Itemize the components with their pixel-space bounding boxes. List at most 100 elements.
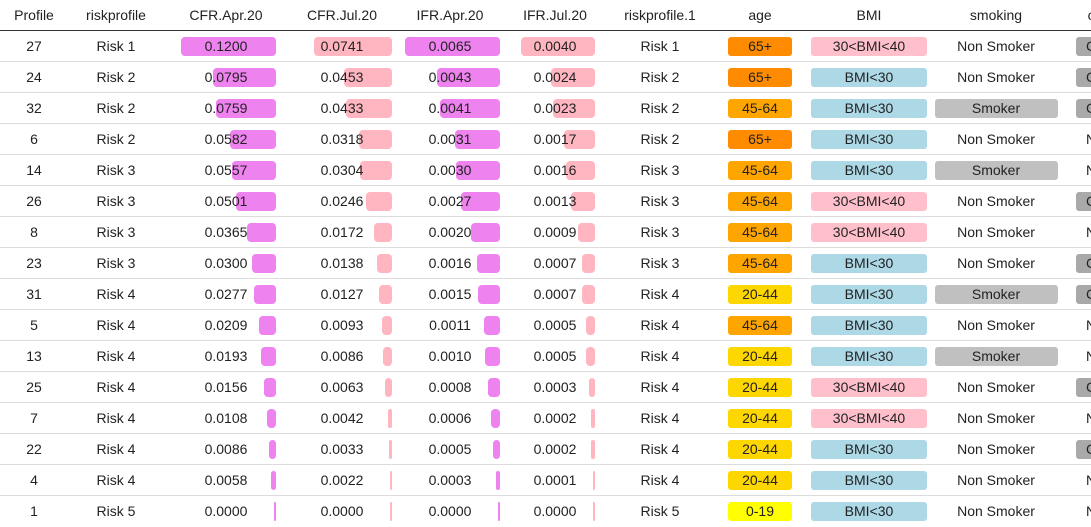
data-bar: 0.0043	[400, 67, 500, 87]
data-bar-fill	[565, 160, 595, 180]
data-bar-value: 0.0058	[204, 471, 248, 488]
cell-co: No	[1060, 216, 1091, 248]
cell-ifr-jul: 0.0002	[504, 402, 606, 434]
cell-riskprofile: Risk 2	[68, 61, 164, 93]
cell-age: 45-64	[714, 185, 806, 217]
cell-profile: 22	[0, 433, 68, 465]
cell-cfr-apr: 0.0795	[164, 61, 288, 93]
bmi-badge: 30<BMI<40	[811, 36, 927, 56]
smoking-badge: Smoker	[934, 98, 1058, 118]
co-badge: C	[1076, 439, 1091, 459]
smoking-badge: Non Smoker	[957, 502, 1035, 519]
cell-cfr-apr: 0.0209	[164, 309, 288, 341]
smoking-badge: Non Smoker	[957, 440, 1035, 457]
data-bar: 0.0010	[400, 346, 500, 366]
cell-riskprofile: Risk 4	[68, 402, 164, 434]
cell-age: 20-44	[714, 433, 806, 465]
cell-bmi: 30<BMI<40	[806, 216, 932, 248]
data-bar-value: 0.0304	[320, 161, 364, 178]
cell-ifr-apr: 0.0016	[396, 247, 504, 279]
data-bar-fill	[378, 284, 392, 304]
data-bar-value: 0.0108	[204, 409, 248, 426]
data-bar-fill	[578, 222, 595, 242]
data-bar-fill	[358, 129, 392, 149]
data-bar: 0.0086	[292, 346, 392, 366]
data-bar: 0.0008	[400, 377, 500, 397]
bmi-badge: BMI<30	[811, 129, 927, 149]
cell-riskprofile: Risk 3	[68, 154, 164, 186]
data-bar-fill	[470, 222, 500, 242]
smoking-badge: Smoker	[934, 284, 1058, 304]
cell-ifr-apr: 0.0030	[396, 154, 504, 186]
cell-riskprofile-1: Risk 4	[606, 371, 714, 403]
smoking-badge: Non Smoker	[957, 130, 1035, 147]
data-bar: 0.0022	[292, 470, 392, 490]
header-riskprofile[interactable]: riskprofile	[68, 0, 164, 31]
cell-ifr-apr: 0.0000	[396, 496, 504, 527]
data-bar-value: 0.0193	[204, 347, 248, 364]
header-cfr-jul[interactable]: CFR.Jul.20	[288, 0, 396, 31]
data-bar: 0.0013	[515, 191, 595, 211]
data-bar: 0.0017	[515, 129, 595, 149]
header-ifr-apr[interactable]: IFR.Apr.20	[396, 0, 504, 31]
data-bar-fill	[440, 98, 500, 118]
cell-profile: 7	[0, 402, 68, 434]
data-bar: 0.0031	[400, 129, 500, 149]
cell-riskprofile-1: Risk 4	[606, 340, 714, 372]
header-profile[interactable]: Profile	[0, 0, 68, 31]
cell-riskprofile-1: Risk 5	[640, 503, 680, 519]
data-bar: 0.0193	[176, 346, 276, 366]
cell-cfr-apr: 0.0000	[164, 496, 288, 527]
cell-smoking: Non Smoker	[932, 123, 1060, 155]
data-bar: 0.0003	[515, 377, 595, 397]
data-bar-fill	[437, 67, 500, 87]
cell-ifr-jul: 0.0017	[504, 123, 606, 155]
co-badge: C	[1076, 253, 1091, 273]
header-smoking[interactable]: smoking	[932, 0, 1060, 31]
smoking-badge: Non Smoker	[957, 254, 1035, 271]
cell-bmi: BMI<30	[806, 247, 932, 279]
data-bar-fill	[488, 377, 500, 397]
data-bar-value: 0.0246	[320, 192, 364, 209]
data-bar: 0.0000	[176, 501, 276, 521]
table-row: 23 Risk 3 0.0300 0.0138 0.0016 0.0007 Risk 3 45…	[0, 247, 1091, 279]
header-cfr-apr[interactable]: CFR.Apr.20	[164, 0, 288, 31]
data-bar: 0.0365	[176, 222, 276, 242]
data-bar-value: 0.0024	[533, 68, 577, 85]
header-age[interactable]: age	[714, 0, 806, 31]
data-bar: 0.0001	[515, 470, 595, 490]
data-bar: 0.0501	[176, 191, 276, 211]
co-badge: C	[1076, 36, 1091, 56]
header-ifr-jul[interactable]: IFR.Jul.20	[504, 0, 606, 31]
cell-cfr-apr: 0.0365	[164, 216, 288, 248]
data-bar-value: 0.0138	[320, 254, 364, 271]
header-riskprofile-1[interactable]: riskprofile.1	[606, 0, 714, 31]
bmi-badge: 30<BMI<40	[811, 377, 927, 397]
cell-ifr-apr: 0.0011	[396, 309, 504, 341]
cell-bmi: BMI<30	[806, 340, 932, 372]
data-bar-value: 0.0011	[429, 316, 471, 333]
cell-cfr-jul: 0.0042	[288, 402, 396, 434]
table-row: 22 Risk 4 0.0086 0.0033 0.0005 0.0002 Risk 4 20…	[0, 433, 1091, 465]
data-bar-fill	[492, 439, 500, 459]
bmi-badge: BMI<30	[811, 67, 927, 87]
smoking-badge: Non Smoker	[957, 192, 1035, 209]
data-bar-fill	[254, 284, 276, 304]
cell-cfr-apr: 0.0058	[164, 464, 288, 496]
cell-bmi: 30<BMI<40	[806, 371, 932, 403]
cell-bmi: BMI<30	[806, 123, 932, 155]
data-bar-value: 0.0005	[428, 440, 472, 457]
age-badge: 65+	[728, 67, 792, 87]
header-co[interactable]: co	[1060, 0, 1091, 31]
data-bar-fill	[563, 129, 595, 149]
cell-cfr-jul: 0.0318	[288, 123, 396, 155]
data-bar-fill	[495, 470, 500, 490]
data-bar: 0.0000	[515, 501, 595, 521]
data-bar: 0.0015	[400, 284, 500, 304]
co-badge: C	[1076, 67, 1091, 87]
data-bar-fill	[382, 346, 392, 366]
data-bar-value: 0.0043	[428, 68, 472, 85]
header-bmi[interactable]: BMI	[806, 0, 932, 31]
data-bar-fill	[491, 408, 500, 428]
cell-cfr-apr: 0.0582	[164, 123, 288, 155]
